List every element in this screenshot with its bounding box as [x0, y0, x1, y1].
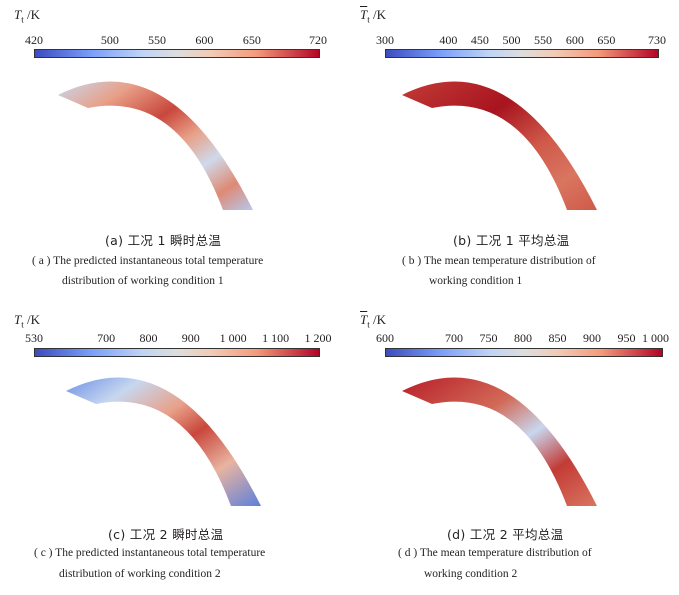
- tick-label: 1 000: [219, 331, 247, 345]
- unit: /K: [27, 312, 40, 327]
- caption-en-d-line2: working condition 2: [424, 568, 518, 580]
- unit: /K: [373, 7, 386, 22]
- caption-en-d-line1: ( d ) The mean temperature distribution …: [398, 547, 592, 559]
- subscript: t: [21, 14, 24, 25]
- tick-label: 450: [470, 33, 489, 47]
- annulus-sector-c: [66, 377, 261, 506]
- colorbar-title-d: Tt /K: [360, 312, 386, 330]
- panel-d: Tt /K 600 700 750 800 850 900 950 1 000 …: [340, 300, 679, 595]
- tick-label: 650: [597, 33, 616, 47]
- caption-en-b-line2: working condition 1: [429, 275, 523, 287]
- tick-label: 300: [376, 33, 394, 47]
- tick-label: 400: [439, 33, 458, 47]
- colorbar-c: [34, 348, 320, 357]
- colorbar-ticks-c: 530 700 800 900 1 000 1 100 1 200: [25, 331, 332, 345]
- caption-en-b-line1: ( b ) The mean temperature distribution …: [402, 255, 596, 267]
- tick-label: 800: [514, 331, 532, 345]
- temperature-field-a: [58, 81, 253, 210]
- subscript: t: [367, 14, 370, 25]
- annulus-sector-a: [58, 81, 253, 210]
- tick-label: 720: [309, 33, 327, 47]
- temperature-field-d: [402, 377, 597, 506]
- colorbar-ticks-b: 300 400 450 500 550 600 650 730: [376, 33, 666, 47]
- caption-cn-c: (c) 工况 2 瞬时总温: [108, 527, 224, 542]
- tick-label: 700: [97, 331, 116, 345]
- tick-label: 420: [25, 33, 43, 47]
- tick-label: 600: [195, 33, 214, 47]
- temperature-field-b: [402, 81, 597, 210]
- subscript: t: [21, 319, 24, 330]
- tick-label: 850: [548, 331, 567, 345]
- tick-label: 750: [479, 331, 498, 345]
- caption-en-a-line1: ( a ) The predicted instantaneous total …: [32, 255, 264, 267]
- caption-cn-d: (d) 工况 2 平均总温: [447, 527, 564, 542]
- tick-label: 550: [534, 33, 553, 47]
- tick-label: 1 100: [262, 331, 290, 345]
- tick-label: 700: [445, 331, 463, 345]
- panel-a: Tt /K 420 500 550 600 650 720 (a) 工况 1 瞬…: [0, 0, 340, 295]
- unit: /K: [27, 7, 40, 22]
- panel-c: Tt /K 530 700 800 900 1 000 1 100 1 200 …: [0, 300, 340, 595]
- tick-label: 730: [648, 33, 666, 47]
- colorbar-b: [385, 49, 659, 58]
- caption-en-c-line1: ( c ) The predicted instantaneous total …: [34, 547, 266, 559]
- caption-cn-b: (b) 工况 1 平均总温: [453, 233, 570, 248]
- tick-label: 1 200: [304, 331, 332, 345]
- caption-cn-a: (a) 工况 1 瞬时总温: [105, 233, 222, 248]
- tick-label: 1 000: [641, 331, 669, 345]
- tick-label: 600: [565, 33, 584, 47]
- subscript: t: [367, 319, 370, 330]
- symbol-bar: T: [360, 7, 368, 22]
- tick-label: 600: [376, 331, 394, 345]
- colorbar-title-b: Tt /K: [360, 7, 386, 25]
- panel-b: Tt /K 300 400 450 500 550 600 650 730 (b…: [340, 0, 679, 295]
- caption-en-a-line2: distribution of working condition 1: [62, 275, 224, 287]
- colorbar-a: [34, 49, 320, 58]
- annulus-sector-b: [402, 81, 597, 210]
- symbol: T: [14, 312, 22, 327]
- symbol-bar: T: [360, 312, 368, 327]
- unit: /K: [373, 312, 386, 327]
- symbol: T: [14, 7, 22, 22]
- caption-en-c-line2: distribution of working condition 2: [59, 568, 221, 580]
- tick-label: 500: [100, 33, 119, 47]
- temperature-field-c: [66, 377, 261, 506]
- colorbar-title-c: Tt /K: [14, 312, 40, 330]
- colorbar-title-a: Tt /K: [14, 7, 40, 25]
- colorbar-ticks-d: 600 700 750 800 850 900 950 1 000: [376, 331, 669, 345]
- tick-label: 530: [25, 331, 43, 345]
- tick-label: 550: [147, 33, 166, 47]
- tick-label: 900: [181, 331, 200, 345]
- colorbar-ticks-a: 420 500 550 600 650 720: [25, 33, 327, 47]
- annulus-sector-d: [402, 377, 597, 506]
- tick-label: 500: [502, 33, 521, 47]
- tick-label: 900: [583, 331, 601, 345]
- colorbar-d: [385, 348, 663, 357]
- tick-label: 650: [242, 33, 261, 47]
- tick-label: 800: [139, 331, 158, 345]
- tick-label: 950: [617, 331, 636, 345]
